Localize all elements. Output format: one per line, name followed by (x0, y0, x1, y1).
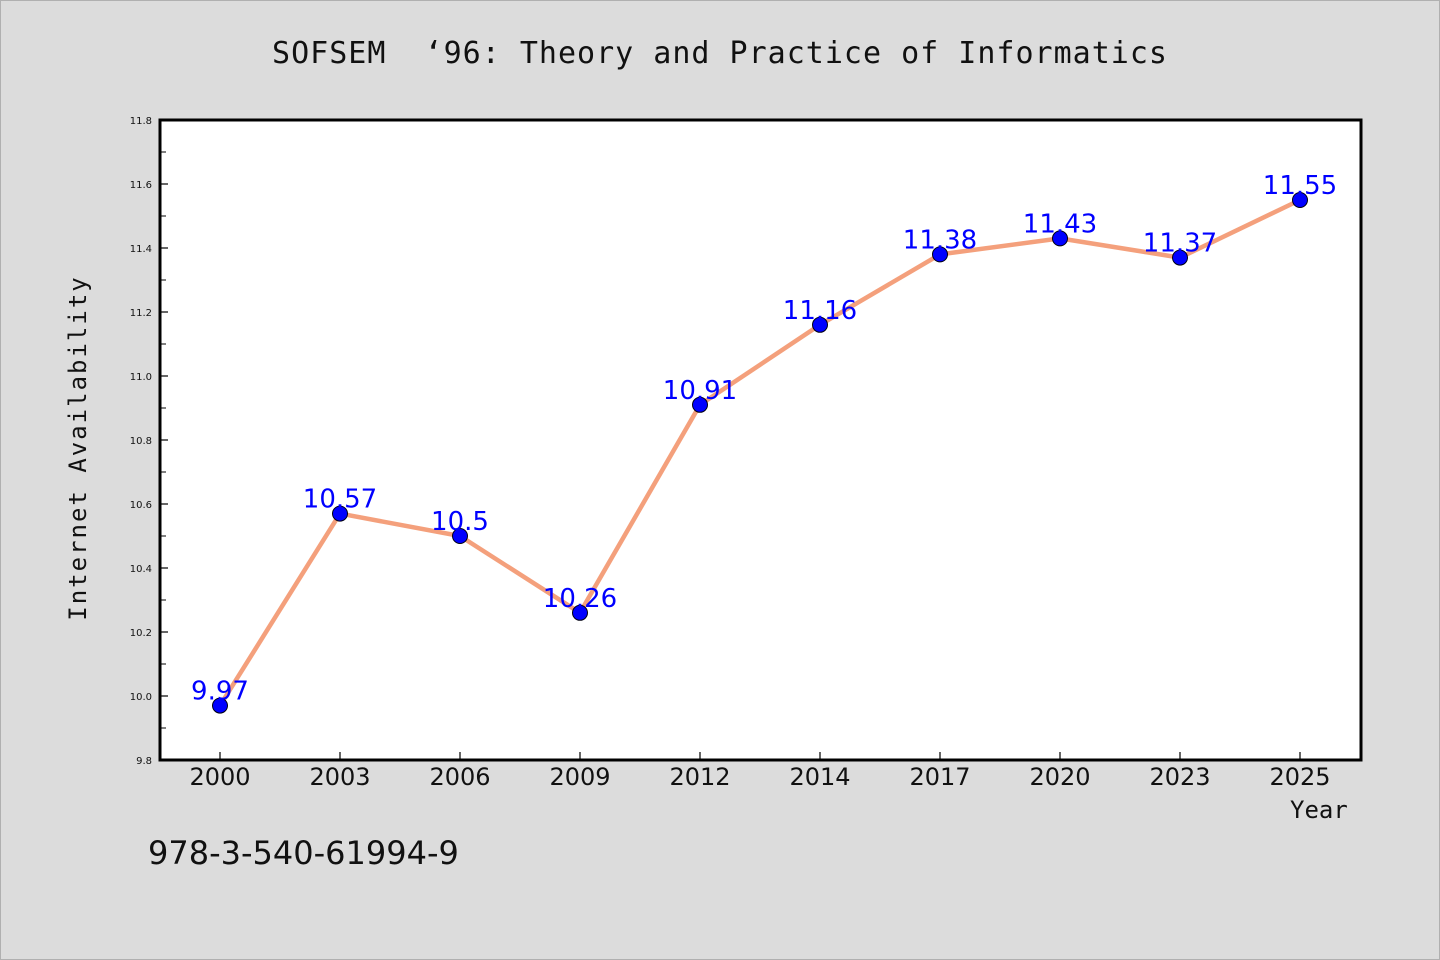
data-point (572, 604, 588, 621)
series-line (217, 197, 1303, 708)
data-label: 11.55 (1263, 171, 1337, 201)
plot-area (160, 120, 1361, 760)
x-axis-label: Year (1290, 796, 1348, 824)
x-tick-label: 2000 (189, 763, 250, 791)
isbn-footnote: 978-3-540-61994-9 (148, 834, 459, 872)
y-axis: 9.8 10.0 10.2 10.4 10.6 10.8 11.0 11.2 11.4 11.6 1… (130, 116, 168, 767)
data-label: 10.26 (543, 584, 617, 614)
y-tick-label: 9.8 (136, 756, 152, 767)
x-tick-label: 2003 (309, 763, 370, 791)
x-tick-label: 2012 (669, 763, 730, 791)
y-tick-label: 11.2 (130, 308, 152, 319)
x-tick-label: 2009 (549, 763, 610, 791)
data-point (932, 246, 948, 263)
y-tick-label: 10.2 (130, 628, 152, 639)
data-point (332, 505, 348, 522)
data-label: 11.38 (903, 225, 977, 255)
chart-title: SOFSEM ‘96: Theory and Practice of Infor… (272, 36, 1168, 71)
data-point (1172, 249, 1188, 266)
x-tick-label: 2006 (429, 763, 490, 791)
x-axis: 2000 2003 2006 2009 2012 2014 2017 2020 2023 2025 (189, 752, 1331, 791)
data-point (692, 396, 708, 413)
data-point (812, 316, 828, 333)
data-label: 10.5 (431, 507, 489, 537)
data-point (212, 697, 228, 714)
y-tick-label: 10.6 (130, 500, 152, 511)
y-tick-label: 10.4 (130, 564, 152, 575)
y-tick-label: 11.8 (130, 116, 152, 127)
y-tick-label: 11.4 (130, 244, 152, 255)
data-label: 11.37 (1143, 229, 1217, 259)
y-tick-label: 10.0 (130, 692, 152, 703)
data-point (1052, 230, 1068, 247)
y-tick-label: 11.0 (130, 372, 152, 383)
y-tick-label: 11.6 (130, 180, 152, 191)
data-point (452, 528, 468, 544)
x-tick-label: 2020 (1029, 763, 1090, 791)
data-label: 11.16 (783, 296, 857, 326)
x-tick-label: 2023 (1149, 763, 1210, 791)
plot-border (158, 118, 1363, 762)
data-label: 9.97 (191, 677, 249, 707)
x-tick-label: 2025 (1269, 763, 1330, 791)
data-label: 11.43 (1023, 209, 1097, 239)
series-layer: 9.97 10.57 10.5 10.26 10.91 11.16 11.38 11.43 11… (191, 171, 1337, 714)
data-label: 10.91 (663, 376, 737, 406)
x-tick-label: 2017 (909, 763, 970, 791)
x-tick-label: 2014 (789, 763, 850, 791)
data-point (1292, 192, 1308, 208)
data-label: 10.57 (303, 485, 377, 515)
y-tick-label: 10.8 (130, 436, 152, 447)
